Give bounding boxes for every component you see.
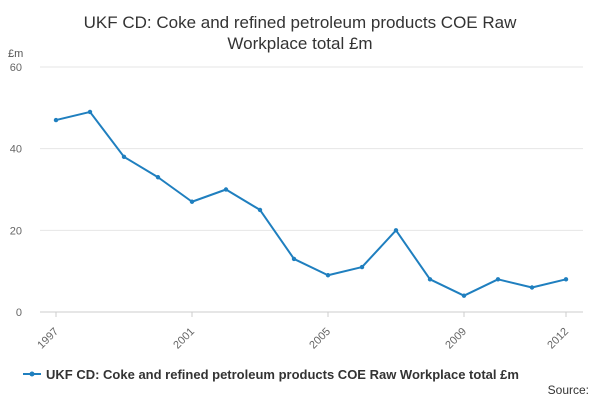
data-point-2006[interactable] [359, 264, 365, 270]
data-point-2005[interactable] [325, 273, 331, 278]
x-tick-label-2012: 2012 [545, 326, 571, 352]
y-tick-label-0: 0 [16, 307, 22, 319]
data-point-2011[interactable] [529, 285, 535, 290]
y-tick-label-40: 40 [10, 144, 22, 156]
data-point-2008[interactable] [427, 277, 433, 282]
chart-title-line-2: Workplace total £m [227, 34, 372, 53]
y-axis-unit: £m [8, 48, 23, 60]
x-tick-label-2001: 2001 [171, 326, 197, 352]
series-layer [53, 109, 569, 298]
chart-title-line-1: UKF CD: Coke and refined petroleum produ… [84, 13, 517, 32]
data-point-2004[interactable] [291, 256, 297, 262]
source-label: Source: [548, 383, 589, 397]
x-tick-label-1997: 1997 [35, 326, 61, 352]
data-point-1999[interactable] [121, 154, 127, 160]
x-tick-label-2009: 2009 [443, 326, 469, 352]
y-tick-label-60: 60 [10, 62, 22, 74]
data-point-1998[interactable] [87, 109, 93, 115]
data-point-2012[interactable] [563, 277, 569, 282]
legend-label: UKF CD: Coke and refined petroleum produ… [46, 367, 519, 382]
x-axis-ticks: 1997 2001 2005 2009 2012 [35, 312, 571, 351]
legend-swatch-marker [29, 371, 35, 377]
gridlines [40, 66, 583, 313]
series-line-0 [55, 110, 567, 297]
y-tick-label-20: 20 [10, 225, 22, 237]
y-axis-ticks: 0 20 40 60 [10, 62, 22, 319]
data-point-2002[interactable] [223, 187, 229, 192]
data-point-2007[interactable] [393, 228, 399, 233]
data-point-1997[interactable] [53, 117, 59, 123]
data-point-2010[interactable] [495, 277, 501, 282]
data-point-2003[interactable] [257, 207, 263, 213]
legend[interactable]: UKF CD: Coke and refined petroleum produ… [23, 367, 519, 382]
data-point-2000[interactable] [155, 175, 161, 180]
data-point-2001[interactable] [189, 199, 195, 204]
x-tick-label-2005: 2005 [307, 326, 333, 352]
data-point-2009[interactable] [461, 293, 467, 298]
